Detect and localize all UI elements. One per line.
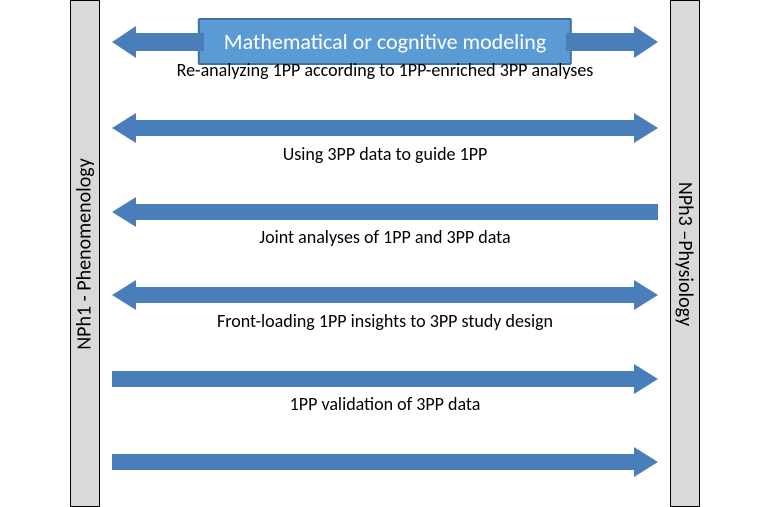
arrow-2-head-right xyxy=(634,280,658,310)
arrow-text-3: Front-loading 1PP insights to 3PP study … xyxy=(112,310,658,332)
title-text: Mathematical or cognitive modeling xyxy=(224,28,546,55)
arrow-2-bar xyxy=(136,287,634,303)
arrow-4-bar xyxy=(112,454,634,470)
arrow-4-head-right xyxy=(634,447,658,477)
right-panel: NPh3 –Physiology xyxy=(670,0,700,507)
arrow-0-bar xyxy=(136,120,634,136)
arrow-3-bar xyxy=(112,371,634,387)
arrow-1-bar xyxy=(136,204,658,220)
rows-container: Mathematical or cognitive modeling Re-an… xyxy=(112,10,658,497)
arrow-1-head-left xyxy=(112,197,136,227)
arrow-text-2: Joint analyses of 1PP and 3PP data xyxy=(112,226,658,248)
arrow-0-head-right xyxy=(634,113,658,143)
arrow-text-4: 1PP validation of 3PP data xyxy=(112,393,658,415)
arrow-2-head-left xyxy=(112,280,136,310)
left-panel: NPh1 - Phenomenology xyxy=(70,0,100,507)
right-panel-label: NPh3 –Physiology xyxy=(673,181,697,325)
left-panel-label: NPh1 - Phenomenology xyxy=(73,158,97,349)
arrow-3-head-right xyxy=(634,364,658,394)
diagram-stage: NPh1 - Phenomenology NPh3 –Physiology Ma… xyxy=(0,0,770,507)
arrow-text-0: Re-analyzing 1PP according to 1PP-enrich… xyxy=(112,59,658,81)
title-left-arrow-bar xyxy=(136,33,204,51)
title-right-arrow-bar xyxy=(566,33,634,51)
arrow-row-4: 1PP validation of 3PP data xyxy=(112,427,658,497)
arrow-0-head-left xyxy=(112,113,136,143)
arrow-text-1: Using 3PP data to guide 1PP xyxy=(112,143,658,165)
title-box: Mathematical or cognitive modeling xyxy=(198,18,572,65)
title-right-arrow-head xyxy=(634,26,658,58)
title-left-arrow-head xyxy=(112,26,136,58)
